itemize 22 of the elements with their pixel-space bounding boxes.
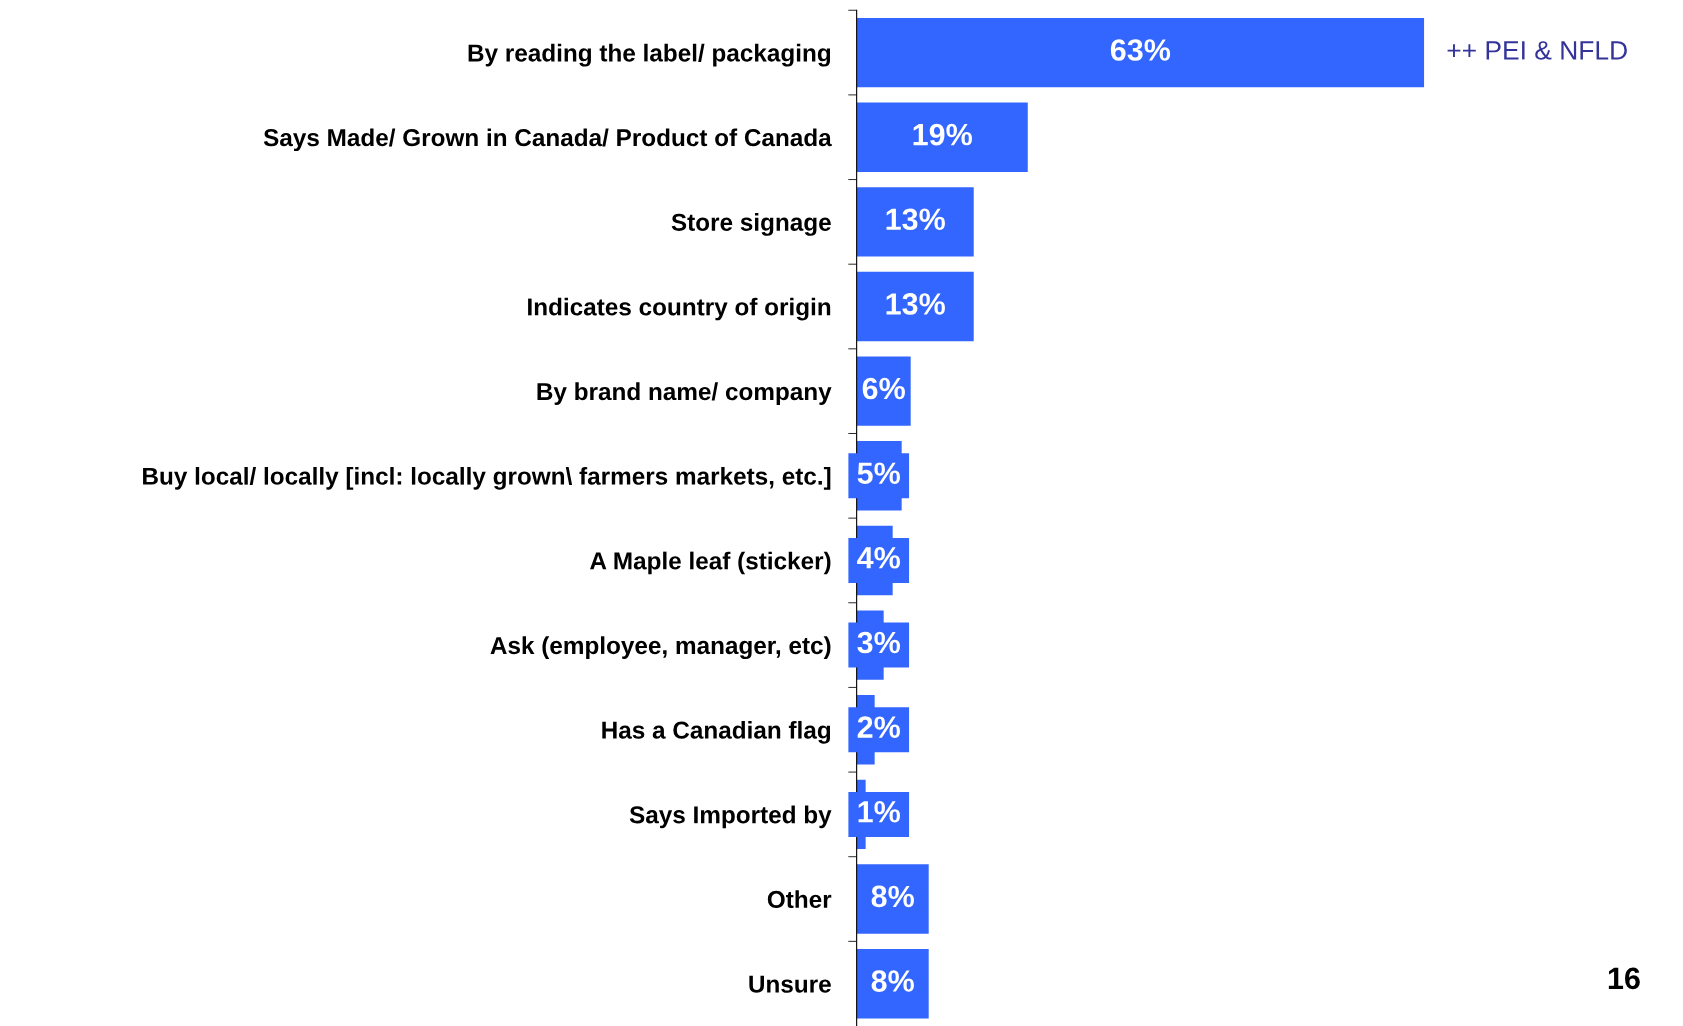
data-label: 13% bbox=[886, 208, 945, 231]
data-label: 19% bbox=[913, 123, 972, 146]
data-label: 8% bbox=[871, 970, 914, 992]
y-tick-label: Store signage bbox=[671, 213, 831, 236]
y-tick-label: Buy local/ locally [incl: locally grown\ farmers markets, etc.] bbox=[143, 466, 831, 490]
y-tick-label: Has a Canadian flag bbox=[602, 720, 831, 744]
y-tick-label: Unsure bbox=[749, 975, 831, 993]
y-tick-label: Says Made/ Grown in Canada/ Product of Canada bbox=[263, 128, 832, 152]
y-tick-label: Other bbox=[767, 890, 832, 909]
data-label: 6% bbox=[862, 377, 905, 400]
data-label: 63% bbox=[1110, 39, 1171, 61]
data-label: 8% bbox=[871, 885, 914, 908]
data-label: 13% bbox=[886, 293, 945, 315]
y-tick-label: By brand name/ company bbox=[537, 382, 832, 406]
y-tick-label: Indicates country of origin bbox=[528, 297, 831, 321]
annotation: ++ PEI & NFLD bbox=[1447, 41, 1627, 60]
y-tick-label: Ask (employee, manager, etc) bbox=[490, 636, 831, 660]
y-tick-label: A Maple leaf (sticker) bbox=[590, 551, 831, 575]
y-tick-label: Says Imported by bbox=[629, 805, 832, 829]
data-label: 1% bbox=[858, 801, 900, 823]
y-tick-label: By reading the label/ packaging bbox=[468, 43, 831, 67]
text: 16 bbox=[1608, 967, 1640, 990]
